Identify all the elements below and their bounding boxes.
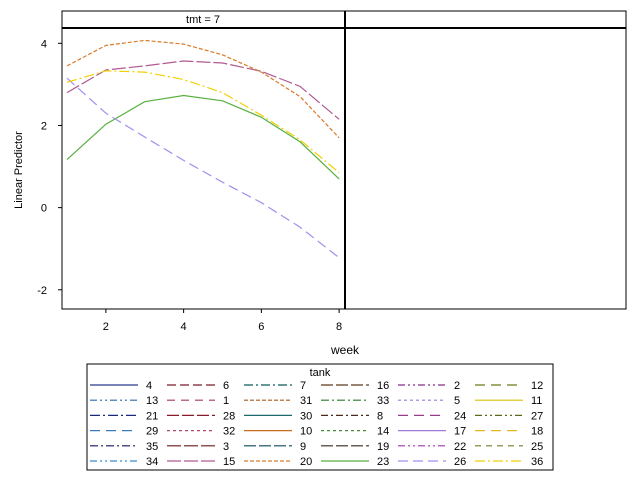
legend-label-4: 4 [146,380,152,392]
legend-label-13: 13 [146,395,158,407]
series-line-15 [66,60,340,120]
legend-label-28: 28 [223,410,235,422]
series-line-26 [66,77,340,259]
series-line-23 [66,94,340,180]
legend-label-17: 17 [454,426,466,438]
legend-label-15: 15 [223,456,235,468]
legend-label-31: 31 [300,395,312,407]
legend-label-22: 22 [454,441,466,453]
legend-label-3: 3 [223,441,229,453]
y-tick-label: 2 [41,120,47,132]
legend-label-35: 35 [146,441,158,453]
y-axis-label: Linear Predictor [13,131,25,209]
legend-label-11: 11 [531,395,542,407]
legend-label-27: 27 [531,410,543,422]
x-axis-label: week [330,343,360,357]
legend-label-24: 24 [454,410,466,422]
legend-label-12: 12 [531,380,543,392]
plot-lines [66,39,340,259]
series-line-36 [66,70,340,174]
legend-title: tank [310,367,331,379]
legend-label-14: 14 [377,426,389,438]
legend-label-9: 9 [300,441,306,453]
x-tick-label: 4 [181,321,187,333]
x-tick-label: 2 [103,321,109,333]
legend-label-26: 26 [454,456,466,468]
legend-label-2: 2 [454,380,460,392]
legend-label-10: 10 [300,426,312,438]
axes: -2 0 2 4 2 4 6 8 [37,10,627,333]
x-tick-label: 6 [258,321,264,333]
legend-frame [86,363,554,471]
legend-label-8: 8 [377,410,383,422]
legend-label-29: 29 [146,426,158,438]
legend-label-1: 1 [223,395,229,407]
legend-label-19: 19 [377,441,389,453]
legend-label-30: 30 [300,410,312,422]
y-tick-label: 4 [41,38,47,50]
legend-label-5: 5 [454,395,460,407]
legend-label-18: 18 [531,426,543,438]
legend-label-33: 33 [377,395,389,407]
legend-label-20: 20 [300,456,312,468]
y-tick-label: -2 [37,285,47,297]
legend-label-16: 16 [377,380,389,392]
series-line-20 [66,39,340,139]
legend-label-7: 7 [300,380,306,392]
legend-label-6: 6 [223,380,229,392]
legend-label-23: 23 [377,456,389,468]
legend-label-36: 36 [531,456,543,468]
legend-label-21: 21 [146,410,158,422]
legend-label-32: 32 [223,426,235,438]
legend-label-34: 34 [146,456,158,468]
y-tick-label: 0 [41,203,47,215]
legend-label-25: 25 [531,441,543,453]
x-tick-label: 8 [336,321,342,333]
panel-label: tmt = 7 [186,14,220,26]
